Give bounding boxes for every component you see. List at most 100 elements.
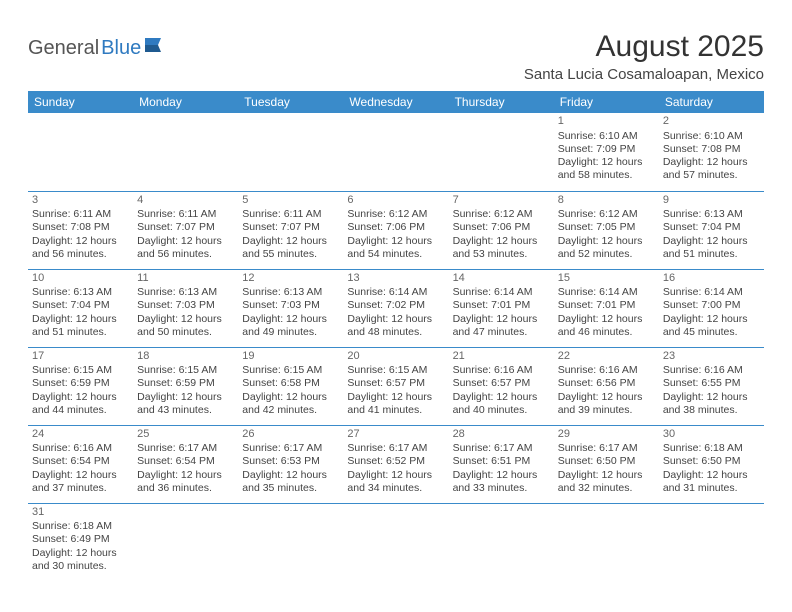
calendar-cell: 15Sunrise: 6:14 AMSunset: 7:01 PMDayligh… bbox=[554, 269, 659, 347]
sunrise-text: Sunrise: 6:13 AM bbox=[137, 286, 234, 299]
sunset-text: Sunset: 6:56 PM bbox=[558, 377, 655, 390]
day-number: 16 bbox=[663, 272, 760, 286]
day-number: 6 bbox=[347, 194, 444, 208]
daylight-text: Daylight: 12 hours and 56 minutes. bbox=[137, 235, 234, 261]
calendar-cell bbox=[659, 503, 764, 581]
calendar-cell: 11Sunrise: 6:13 AMSunset: 7:03 PMDayligh… bbox=[133, 269, 238, 347]
calendar-cell: 14Sunrise: 6:14 AMSunset: 7:01 PMDayligh… bbox=[449, 269, 554, 347]
sunrise-text: Sunrise: 6:11 AM bbox=[242, 208, 339, 221]
daylight-text: Daylight: 12 hours and 47 minutes. bbox=[453, 313, 550, 339]
sunrise-text: Sunrise: 6:17 AM bbox=[347, 442, 444, 455]
daylight-text: Daylight: 12 hours and 39 minutes. bbox=[558, 391, 655, 417]
sunset-text: Sunset: 7:05 PM bbox=[558, 221, 655, 234]
day-number: 15 bbox=[558, 272, 655, 286]
day-number: 4 bbox=[137, 194, 234, 208]
day-number: 31 bbox=[32, 506, 129, 520]
sunset-text: Sunset: 7:04 PM bbox=[32, 299, 129, 312]
calendar-cell: 10Sunrise: 6:13 AMSunset: 7:04 PMDayligh… bbox=[28, 269, 133, 347]
daylight-text: Daylight: 12 hours and 55 minutes. bbox=[242, 235, 339, 261]
sunset-text: Sunset: 6:50 PM bbox=[663, 455, 760, 468]
sunrise-text: Sunrise: 6:16 AM bbox=[663, 364, 760, 377]
sunset-text: Sunset: 6:50 PM bbox=[558, 455, 655, 468]
calendar-cell: 26Sunrise: 6:17 AMSunset: 6:53 PMDayligh… bbox=[238, 425, 343, 503]
sunrise-text: Sunrise: 6:17 AM bbox=[453, 442, 550, 455]
calendar-cell bbox=[238, 503, 343, 581]
calendar-cell: 5Sunrise: 6:11 AMSunset: 7:07 PMDaylight… bbox=[238, 191, 343, 269]
daylight-text: Daylight: 12 hours and 56 minutes. bbox=[32, 235, 129, 261]
sunrise-text: Sunrise: 6:13 AM bbox=[242, 286, 339, 299]
daylight-text: Daylight: 12 hours and 49 minutes. bbox=[242, 313, 339, 339]
daylight-text: Daylight: 12 hours and 42 minutes. bbox=[242, 391, 339, 417]
sunrise-text: Sunrise: 6:14 AM bbox=[347, 286, 444, 299]
sunrise-text: Sunrise: 6:17 AM bbox=[558, 442, 655, 455]
daylight-text: Daylight: 12 hours and 32 minutes. bbox=[558, 469, 655, 495]
day-number: 20 bbox=[347, 350, 444, 364]
day-number: 1 bbox=[558, 115, 655, 129]
calendar-cell: 21Sunrise: 6:16 AMSunset: 6:57 PMDayligh… bbox=[449, 347, 554, 425]
day-number: 28 bbox=[453, 428, 550, 442]
weekday-header: Saturday bbox=[659, 91, 764, 113]
sunset-text: Sunset: 6:53 PM bbox=[242, 455, 339, 468]
daylight-text: Daylight: 12 hours and 50 minutes. bbox=[137, 313, 234, 339]
sunrise-text: Sunrise: 6:14 AM bbox=[453, 286, 550, 299]
calendar-cell: 22Sunrise: 6:16 AMSunset: 6:56 PMDayligh… bbox=[554, 347, 659, 425]
sunset-text: Sunset: 7:09 PM bbox=[558, 143, 655, 156]
calendar-cell: 17Sunrise: 6:15 AMSunset: 6:59 PMDayligh… bbox=[28, 347, 133, 425]
sunset-text: Sunset: 6:49 PM bbox=[32, 533, 129, 546]
calendar-cell: 13Sunrise: 6:14 AMSunset: 7:02 PMDayligh… bbox=[343, 269, 448, 347]
calendar-cell: 19Sunrise: 6:15 AMSunset: 6:58 PMDayligh… bbox=[238, 347, 343, 425]
day-number: 25 bbox=[137, 428, 234, 442]
day-number: 19 bbox=[242, 350, 339, 364]
calendar-cell: 28Sunrise: 6:17 AMSunset: 6:51 PMDayligh… bbox=[449, 425, 554, 503]
sunrise-text: Sunrise: 6:17 AM bbox=[137, 442, 234, 455]
calendar-cell: 23Sunrise: 6:16 AMSunset: 6:55 PMDayligh… bbox=[659, 347, 764, 425]
sunrise-text: Sunrise: 6:16 AM bbox=[558, 364, 655, 377]
daylight-text: Daylight: 12 hours and 51 minutes. bbox=[32, 313, 129, 339]
weekday-header-row: Sunday Monday Tuesday Wednesday Thursday… bbox=[28, 91, 764, 113]
sunset-text: Sunset: 7:06 PM bbox=[347, 221, 444, 234]
sunset-text: Sunset: 6:59 PM bbox=[32, 377, 129, 390]
calendar-week-row: 24Sunrise: 6:16 AMSunset: 6:54 PMDayligh… bbox=[28, 425, 764, 503]
sunrise-text: Sunrise: 6:15 AM bbox=[347, 364, 444, 377]
calendar-cell bbox=[133, 113, 238, 191]
calendar-cell: 7Sunrise: 6:12 AMSunset: 7:06 PMDaylight… bbox=[449, 191, 554, 269]
weekday-header: Monday bbox=[133, 91, 238, 113]
sunset-text: Sunset: 6:57 PM bbox=[347, 377, 444, 390]
sunset-text: Sunset: 7:07 PM bbox=[242, 221, 339, 234]
sunset-text: Sunset: 7:07 PM bbox=[137, 221, 234, 234]
daylight-text: Daylight: 12 hours and 36 minutes. bbox=[137, 469, 234, 495]
sunset-text: Sunset: 7:02 PM bbox=[347, 299, 444, 312]
header: GeneralBlue August 2025 Santa Lucia Cosa… bbox=[28, 30, 764, 83]
weekday-header: Friday bbox=[554, 91, 659, 113]
calendar-cell bbox=[238, 113, 343, 191]
daylight-text: Daylight: 12 hours and 44 minutes. bbox=[32, 391, 129, 417]
daylight-text: Daylight: 12 hours and 51 minutes. bbox=[663, 235, 760, 261]
day-number: 24 bbox=[32, 428, 129, 442]
calendar-cell bbox=[343, 503, 448, 581]
sunset-text: Sunset: 7:06 PM bbox=[453, 221, 550, 234]
sunrise-text: Sunrise: 6:14 AM bbox=[663, 286, 760, 299]
calendar-week-row: 17Sunrise: 6:15 AMSunset: 6:59 PMDayligh… bbox=[28, 347, 764, 425]
weekday-header: Thursday bbox=[449, 91, 554, 113]
daylight-text: Daylight: 12 hours and 37 minutes. bbox=[32, 469, 129, 495]
sunset-text: Sunset: 7:08 PM bbox=[663, 143, 760, 156]
calendar-cell bbox=[449, 113, 554, 191]
calendar-cell: 6Sunrise: 6:12 AMSunset: 7:06 PMDaylight… bbox=[343, 191, 448, 269]
day-number: 21 bbox=[453, 350, 550, 364]
calendar-cell: 18Sunrise: 6:15 AMSunset: 6:59 PMDayligh… bbox=[133, 347, 238, 425]
sunrise-text: Sunrise: 6:12 AM bbox=[453, 208, 550, 221]
day-number: 27 bbox=[347, 428, 444, 442]
title-block: August 2025 Santa Lucia Cosamaloapan, Me… bbox=[524, 30, 764, 83]
sunrise-text: Sunrise: 6:17 AM bbox=[242, 442, 339, 455]
sunrise-text: Sunrise: 6:18 AM bbox=[663, 442, 760, 455]
sunrise-text: Sunrise: 6:13 AM bbox=[663, 208, 760, 221]
daylight-text: Daylight: 12 hours and 58 minutes. bbox=[558, 156, 655, 182]
day-number: 7 bbox=[453, 194, 550, 208]
sunset-text: Sunset: 7:00 PM bbox=[663, 299, 760, 312]
daylight-text: Daylight: 12 hours and 38 minutes. bbox=[663, 391, 760, 417]
calendar-cell: 1Sunrise: 6:10 AMSunset: 7:09 PMDaylight… bbox=[554, 113, 659, 191]
calendar-body: 1Sunrise: 6:10 AMSunset: 7:09 PMDaylight… bbox=[28, 113, 764, 581]
calendar-week-row: 3Sunrise: 6:11 AMSunset: 7:08 PMDaylight… bbox=[28, 191, 764, 269]
daylight-text: Daylight: 12 hours and 41 minutes. bbox=[347, 391, 444, 417]
sunset-text: Sunset: 6:54 PM bbox=[137, 455, 234, 468]
